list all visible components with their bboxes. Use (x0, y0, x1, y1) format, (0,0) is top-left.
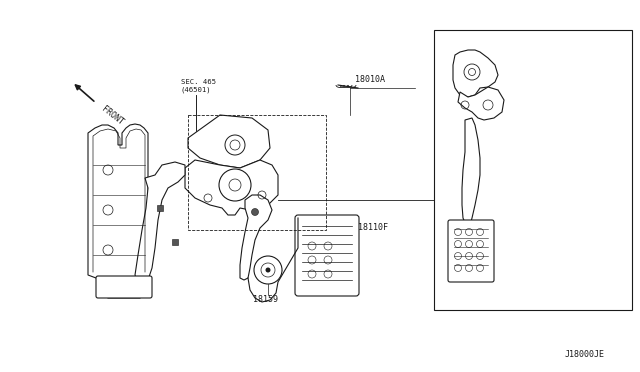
Text: 18110F: 18110F (358, 224, 388, 232)
Polygon shape (135, 162, 185, 285)
Bar (157, 205, 163, 211)
Polygon shape (453, 50, 498, 97)
Text: 18002: 18002 (462, 196, 487, 205)
FancyBboxPatch shape (96, 276, 152, 298)
Text: 18159: 18159 (253, 295, 278, 304)
Text: *AUT C2
 KROM: *AUT C2 KROM (438, 37, 470, 57)
FancyBboxPatch shape (448, 220, 494, 282)
Text: J18000JE: J18000JE (565, 350, 605, 359)
Polygon shape (185, 160, 278, 215)
Polygon shape (240, 195, 272, 280)
Circle shape (254, 256, 282, 284)
Text: 18010A: 18010A (355, 76, 385, 84)
Circle shape (266, 267, 271, 273)
Text: NOT FOR SALE: NOT FOR SALE (555, 135, 615, 144)
Polygon shape (188, 115, 270, 168)
Text: FRONT: FRONT (100, 104, 125, 126)
Bar (172, 239, 178, 245)
Bar (434, 30, 632, 310)
Polygon shape (458, 87, 504, 120)
Polygon shape (88, 124, 148, 278)
Polygon shape (100, 278, 148, 298)
FancyBboxPatch shape (295, 215, 359, 296)
Text: 18002: 18002 (545, 45, 570, 54)
Text: SEC. 465
(46501): SEC. 465 (46501) (181, 80, 216, 93)
Polygon shape (462, 118, 480, 225)
Circle shape (252, 208, 259, 215)
Bar (188, 115, 326, 230)
